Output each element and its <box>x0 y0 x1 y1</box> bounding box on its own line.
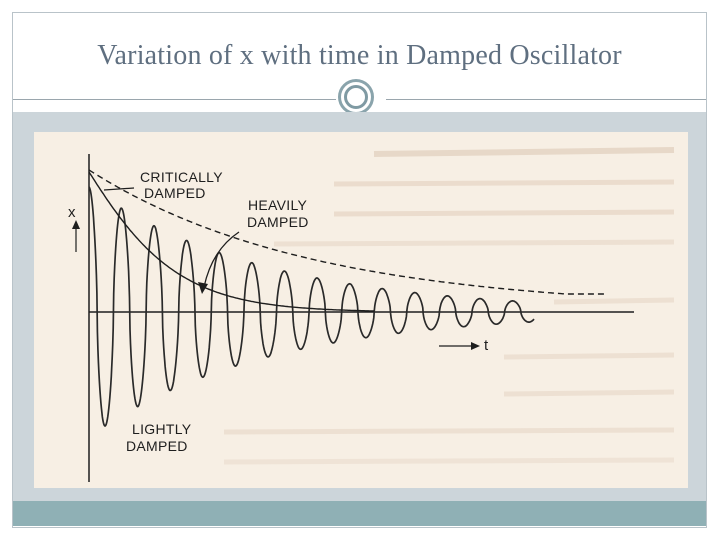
x-arrow-icon <box>72 220 80 229</box>
critically-label-line2: DAMPED <box>144 185 206 201</box>
t-axis-label: t <box>484 337 489 354</box>
slide-frame <box>12 12 707 528</box>
title-divider-left <box>13 99 336 100</box>
title-area: Variation of x with time in Damped Oscil… <box>13 13 706 99</box>
heavily-pointer <box>203 231 240 288</box>
critically-label-line1: CRITICALLY <box>140 169 223 185</box>
lightly-label-line2: DAMPED <box>126 438 188 454</box>
t-arrow-icon <box>471 342 480 350</box>
damped-oscillation-figure: x t CRITICALLY DAMPED HEAVILY DAMPED LIG… <box>34 132 688 488</box>
slide-title: Variation of x with time in Damped Oscil… <box>97 40 622 71</box>
critically-pointer <box>103 187 135 191</box>
title-divider-right <box>386 99 706 100</box>
lightly-label-line1: LIGHTLY <box>132 421 192 437</box>
heavily-damped-curve <box>88 169 604 295</box>
lightly-damped-curve <box>88 186 535 427</box>
oscillation-diagram: x t CRITICALLY DAMPED HEAVILY DAMPED LIG… <box>34 132 688 488</box>
heavily-label-line2: DAMPED <box>247 214 309 230</box>
critically-damped-curve <box>88 171 375 312</box>
divider-circle-inner-icon <box>344 85 368 109</box>
x-axis-label: x <box>68 204 76 221</box>
heavily-pointer-head-icon <box>198 282 208 294</box>
heavily-label-line1: HEAVILY <box>248 197 308 213</box>
footer-band <box>13 501 706 526</box>
